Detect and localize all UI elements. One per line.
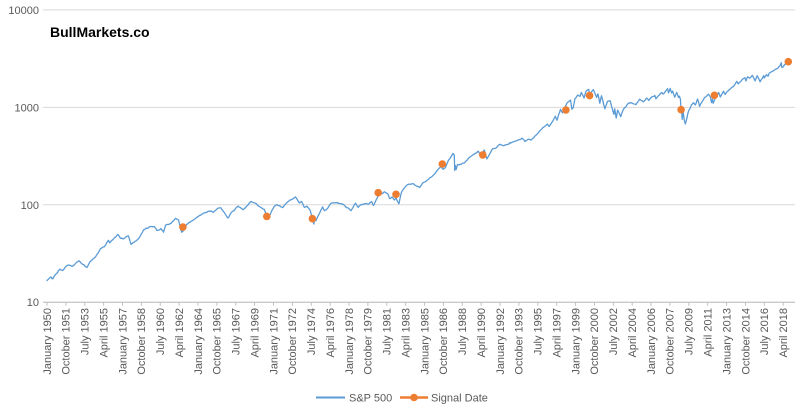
x-axis-tick-label: October 2007 [665,308,677,375]
x-axis-tick-label: April 1962 [174,308,186,358]
x-axis-tick-label: July 1960 [155,308,167,355]
x-axis-tick-label: July 2016 [759,308,771,355]
x-axis-tick-label: October 1972 [287,308,299,375]
x-axis-tick-label: January 1957 [117,308,129,375]
x-axis-tick-label: October 1993 [514,308,526,375]
x-axis-tick-label: October 1951 [61,308,73,375]
x-axis-tick-label: January 1999 [570,308,582,375]
chart-title: BullMarkets.co [50,24,150,40]
x-axis-tick-label: October 1979 [363,308,375,375]
x-axis-tick-label: April 1990 [476,308,488,358]
x-axis-tick-label: January 1978 [344,308,356,375]
x-axis-tick-label: January 1992 [495,308,507,375]
x-axis-tick-label: April 1976 [325,308,337,358]
x-axis-tick-label: July 1974 [306,308,318,355]
signal-date-marker [392,190,400,199]
x-axis-tick-label: April 2018 [778,308,790,358]
x-axis-tick-label: July 1967 [231,308,243,355]
x-axis-tick-label: July 1981 [382,308,394,355]
signal-date-marker [263,212,271,221]
x-axis-tick-label: July 2002 [608,308,620,355]
x-axis-tick-label: April 1983 [400,308,412,358]
signal-date-marker [179,223,187,231]
y-axis-tick-label: 10 [27,297,39,309]
signal-date-marker [677,105,685,114]
x-axis-tick-label: July 1988 [457,308,469,355]
signal-date-marker [438,160,447,168]
x-axis-tick-label: October 1958 [136,308,148,375]
gridlines-group [43,9,795,303]
signal-date-marker [562,106,570,114]
y-axis-tick-label: 1000 [15,102,39,114]
signal-date-marker [308,214,317,223]
x-axis-tick-label: July 1995 [533,308,545,355]
x-axis-group: January 1950 October 1951 July 1953 April 1… [42,301,795,375]
sp500-series-line [46,61,790,282]
signal-date-marker [585,91,594,100]
x-axis-tick-label: October 1986 [438,308,450,375]
x-axis-tick-label: January 2006 [646,308,658,375]
x-axis-tick-label: January 1985 [419,308,431,375]
x-axis-tick-label: October 2000 [589,308,601,375]
y-axis-tick-label: 10000 [8,5,39,17]
x-axis-tick-label: January 1971 [268,308,280,375]
x-axis-tick-label: April 1997 [551,308,563,358]
y-axis-labels-group: 10 100 1000 10000 [8,5,39,309]
signal-date-marker [374,188,383,197]
x-axis-tick-label: October 2014 [740,308,752,375]
x-axis-tick-label: January 1950 [42,308,54,375]
legend-signal-marker-icon [410,393,418,402]
series-group [46,61,790,282]
x-axis-tick-label: April 1969 [249,308,261,358]
x-axis-tick-label: January 1964 [193,308,205,375]
legend-sp500-label: S&P 500 [349,393,392,405]
x-axis-tick-label: January 2013 [721,308,733,375]
x-axis-tick-label: July 2009 [684,308,696,355]
legend-signal-label: Signal Date [431,393,488,405]
y-axis-tick-label: 100 [21,200,39,212]
signal-markers-group [179,57,793,231]
signal-date-marker [784,57,793,66]
signal-date-marker [710,91,719,100]
x-axis-tick-label: July 1953 [80,308,92,355]
x-axis-tick-label: April 2004 [627,308,639,358]
x-axis-tick-label: April 2011 [703,308,715,357]
x-axis-tick-label: October 1965 [212,308,224,375]
signal-date-marker [479,151,487,159]
legend: S&P 500 Signal Date [316,393,488,405]
x-axis-tick-label: April 1955 [98,308,110,358]
